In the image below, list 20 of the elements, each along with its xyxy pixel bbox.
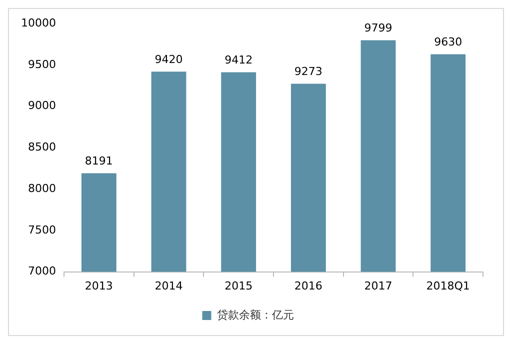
x-tick-label: 2015	[224, 279, 253, 292]
y-tick-label: 9000	[28, 99, 56, 112]
x-tick-label: 2014	[154, 279, 183, 292]
data-label: 9412	[224, 54, 253, 67]
data-label: 9630	[434, 36, 462, 49]
data-label: 8191	[84, 154, 113, 168]
y-tick-label: 9500	[28, 58, 56, 71]
y-tick-label: 8500	[28, 140, 56, 154]
data-label: 9420	[154, 52, 183, 66]
x-tick-label: 2016	[294, 279, 322, 292]
x-tick-label: 2018Q1	[426, 279, 470, 292]
data-label: 9273	[294, 65, 322, 78]
x-tick-label: 2013	[84, 279, 113, 292]
y-tick-label: 7500	[28, 223, 56, 236]
y-tick-label: 10000	[20, 16, 56, 30]
data-label: 9799	[364, 22, 392, 35]
x-tick-label: 2017	[364, 279, 392, 292]
legend-label: 贷款余额：亿元	[216, 308, 294, 322]
y-tick-label: 7000	[28, 264, 56, 278]
y-tick-label: 8000	[28, 182, 56, 195]
